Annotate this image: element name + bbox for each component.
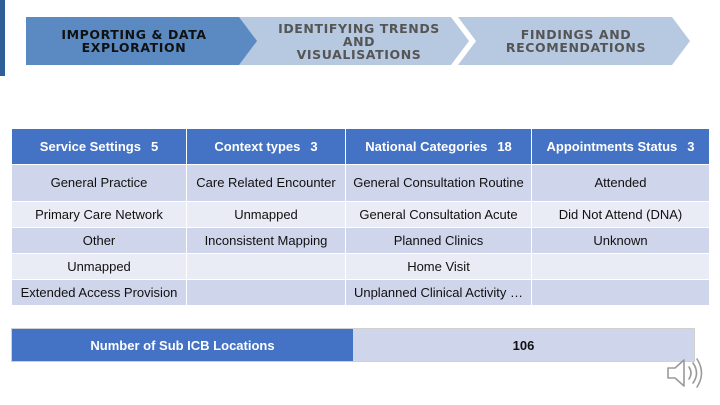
sub-icb-label: Number of Sub ICB Locations	[12, 329, 353, 361]
table-row: General Practice Care Related Encounter …	[11, 164, 710, 202]
table-cell: Planned Clinics	[345, 227, 532, 254]
step-label-line1: FINDINGS AND	[520, 27, 632, 42]
sub-icb-value: 106	[353, 329, 694, 361]
table-cell	[186, 279, 346, 306]
table-row: Primary Care Network Unmapped General Co…	[11, 201, 710, 228]
left-accent-bar	[0, 0, 5, 76]
table-cell: General Practice	[11, 164, 187, 202]
header-count: 3	[310, 139, 318, 154]
process-steps: IMPORTING & DATA EXPLORATION IDENTIFYING …	[26, 17, 696, 65]
table-cell: Unknown	[531, 227, 710, 254]
step-label-line2: RECOMENDATIONS	[505, 40, 647, 55]
sub-icb-summary: Number of Sub ICB Locations 106	[11, 328, 695, 362]
step-findings-recommendations[interactable]: FINDINGS AND RECOMENDATIONS	[458, 17, 690, 65]
table-cell: Unplanned Clinical Activity …	[345, 279, 532, 306]
table-cell: Inconsistent Mapping	[186, 227, 346, 254]
table-cell: Other	[11, 227, 187, 254]
table-row: Extended Access Provision Unplanned Clin…	[11, 279, 710, 306]
step-identifying-trends[interactable]: IDENTIFYING TRENDS AND VISUALISATIONS	[239, 17, 469, 65]
table-cell: Unmapped	[186, 201, 346, 228]
table-cell	[531, 279, 710, 306]
header-national-categories: National Categories 18	[345, 128, 532, 165]
table-cell: Home Visit	[345, 253, 532, 280]
table-row: Other Inconsistent Mapping Planned Clini…	[11, 227, 710, 254]
header-appointments-status: Appointments Status 3	[531, 128, 710, 165]
table-cell: Primary Care Network	[11, 201, 187, 228]
header-service-settings: Service Settings 5	[11, 128, 187, 165]
table-row: Unmapped Home Visit	[11, 253, 710, 280]
step-importing-data-exploration[interactable]: IMPORTING & DATA EXPLORATION	[26, 17, 258, 65]
step-label-line2: EXPLORATION	[81, 40, 187, 55]
step-label-line1: IDENTIFYING TRENDS AND	[278, 20, 440, 49]
header-context-types: Context types 3	[186, 128, 346, 165]
step-label-line2: VISUALISATIONS	[296, 46, 422, 62]
header-count: 3	[687, 139, 695, 154]
header-count: 5	[150, 139, 159, 154]
table-cell: Care Related Encounter	[186, 164, 346, 202]
table-cell	[531, 253, 710, 280]
table-cell: Did Not Attend (DNA)	[531, 201, 710, 228]
table-cell: General Consultation Acute	[345, 201, 532, 228]
table-cell: Unmapped	[11, 253, 187, 280]
table-cell: Attended	[531, 164, 710, 202]
categories-table: Service Settings 5 Context types 3 Nationa…	[11, 128, 710, 306]
step-label-line1: IMPORTING & DATA	[61, 27, 207, 42]
table-cell: Extended Access Provision	[11, 279, 187, 306]
table-cell	[186, 253, 346, 280]
table-header-row: Service Settings 5 Context types 3 Nationa…	[11, 128, 710, 165]
table-cell: General Consultation Routine	[345, 164, 532, 202]
speaker-icon[interactable]	[664, 355, 708, 391]
header-count: 18	[497, 139, 512, 154]
